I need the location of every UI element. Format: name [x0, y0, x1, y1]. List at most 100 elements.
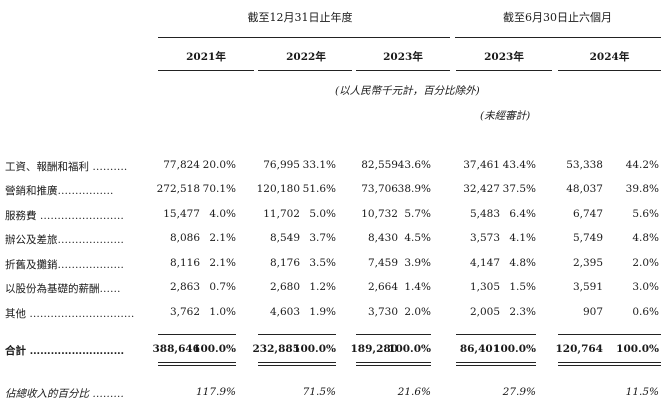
- year-header-2021: 2021年: [186, 51, 226, 63]
- percent-cell: 3.7%: [309, 232, 336, 244]
- amount-cell: 3,730: [367, 306, 398, 318]
- year-rule-2024-6m: [558, 70, 661, 71]
- row-label: 佔總收入的百分比 ………: [5, 388, 124, 400]
- percent-cell: 2.0%: [404, 306, 431, 318]
- total-double-rule: [356, 365, 431, 366]
- total-double-rule: [456, 365, 536, 366]
- total-double-rule: [158, 365, 236, 366]
- amount-cell: 8,430: [367, 232, 398, 244]
- percent-cell: 51.6%: [302, 183, 336, 195]
- amount-cell: 73,706: [361, 183, 398, 195]
- percent-cell: 43.6%: [397, 159, 431, 171]
- total-top-rule: [158, 334, 236, 335]
- amount-cell: 388,646: [152, 343, 201, 355]
- total-top-rule: [456, 334, 536, 335]
- amount-cell: 3,573: [469, 232, 500, 244]
- percent-cell: 37.5%: [502, 183, 536, 195]
- percent-cell: 100.0%: [388, 343, 431, 355]
- year-header-2023-6m: 2023年: [484, 51, 524, 63]
- amount-cell: 8,086: [169, 232, 200, 244]
- amount-cell: 11,702: [263, 208, 300, 220]
- percent-cell: 6.4%: [509, 208, 536, 220]
- percent-cell: 4.1%: [509, 232, 536, 244]
- row-label: 合計 ………………………: [5, 345, 125, 357]
- amount-cell: 2,680: [269, 281, 300, 293]
- amount-cell: 10,732: [361, 208, 398, 220]
- amount-cell: 53,338: [566, 159, 603, 171]
- amount-cell: 77,824: [163, 159, 200, 171]
- amount-cell: 1,305: [469, 281, 500, 293]
- percent-cell: 117.9%: [195, 386, 236, 398]
- percent-cell: 2.1%: [209, 257, 236, 269]
- percent-cell: 1.9%: [309, 306, 336, 318]
- total-top-rule: [258, 334, 336, 335]
- percent-cell: 0.6%: [632, 306, 659, 318]
- percent-cell: 1.0%: [209, 306, 236, 318]
- amount-cell: 907: [582, 306, 603, 318]
- row-label: 其他 …………………………: [5, 308, 135, 320]
- total-double-rule: [356, 362, 431, 363]
- row-label: 營銷和推廣…………….: [5, 185, 114, 197]
- year-header-2024-6m: 2024年: [589, 51, 630, 63]
- year-rule-2022: [258, 70, 352, 71]
- group-header-fiscal-years: 截至12月31日止年度: [247, 11, 353, 24]
- percent-cell: 11.5%: [625, 386, 659, 398]
- year-rule-2023-6m: [456, 70, 552, 71]
- total-double-rule: [558, 365, 661, 366]
- unit-note: (以人民幣千元計，百分比除外): [335, 85, 480, 97]
- percent-cell: 100.0%: [493, 343, 536, 355]
- percent-cell: 33.1%: [302, 159, 336, 171]
- amount-cell: 4,147: [469, 257, 500, 269]
- amount-cell: 3,762: [169, 306, 200, 318]
- percent-cell: 70.1%: [202, 183, 236, 195]
- year-rule-2023: [356, 70, 450, 71]
- percent-cell: 100.0%: [616, 343, 659, 355]
- amount-cell: 120,180: [256, 183, 300, 195]
- percent-cell: 100.0%: [193, 343, 236, 355]
- percent-cell: 20.0%: [202, 159, 236, 171]
- total-double-rule: [456, 362, 536, 363]
- percent-cell: 4.8%: [509, 257, 536, 269]
- percent-cell: 3.9%: [404, 257, 431, 269]
- percent-cell: 38.9%: [397, 183, 431, 195]
- amount-cell: 32,427: [463, 183, 500, 195]
- percent-cell: 5.7%: [404, 208, 431, 220]
- percent-cell: 100.0%: [293, 343, 336, 355]
- percent-cell: 3.0%: [632, 281, 659, 293]
- percent-cell: 4.0%: [209, 208, 236, 220]
- percent-cell: 2.3%: [509, 306, 536, 318]
- amount-cell: 76,995: [263, 159, 300, 171]
- total-double-rule: [558, 362, 661, 363]
- total-double-rule: [258, 365, 336, 366]
- year-rule-2021: [158, 70, 254, 71]
- percent-cell: 3.5%: [309, 257, 336, 269]
- row-label: 辦公及差旅……………….: [5, 234, 124, 246]
- amount-cell: 37,461: [463, 159, 500, 171]
- amount-cell: 2,005: [469, 306, 500, 318]
- row-label: 工資、報酬和福利 ……….: [5, 161, 128, 173]
- amount-cell: 272,518: [156, 183, 200, 195]
- percent-cell: 4.8%: [632, 232, 659, 244]
- total-top-rule: [356, 334, 431, 335]
- year-header-2022: 2022年: [286, 51, 326, 63]
- group-rule-six-months: [455, 37, 661, 38]
- percent-cell: 5.0%: [309, 208, 336, 220]
- row-label: 折舊及攤銷……………….: [5, 259, 124, 271]
- amount-cell: 8,549: [269, 232, 300, 244]
- amount-cell: 86,401: [459, 343, 500, 355]
- amount-cell: 8,176: [269, 257, 300, 269]
- percent-cell: 5.6%: [632, 208, 659, 220]
- unaudited-note: (未經審計): [480, 110, 531, 122]
- year-header-2023: 2023年: [383, 51, 423, 63]
- row-label: 服務費 ……………………: [5, 210, 124, 222]
- amount-cell: 6,747: [572, 208, 603, 220]
- percent-cell: 39.8%: [625, 183, 659, 195]
- total-top-rule: [558, 334, 661, 335]
- total-double-rule: [158, 362, 236, 363]
- amount-cell: 8,116: [169, 257, 200, 269]
- amount-cell: 15,477: [163, 208, 200, 220]
- amount-cell: 2,664: [367, 281, 398, 293]
- amount-cell: 7,459: [367, 257, 398, 269]
- amount-cell: 2,863: [169, 281, 200, 293]
- percent-cell: 44.2%: [625, 159, 659, 171]
